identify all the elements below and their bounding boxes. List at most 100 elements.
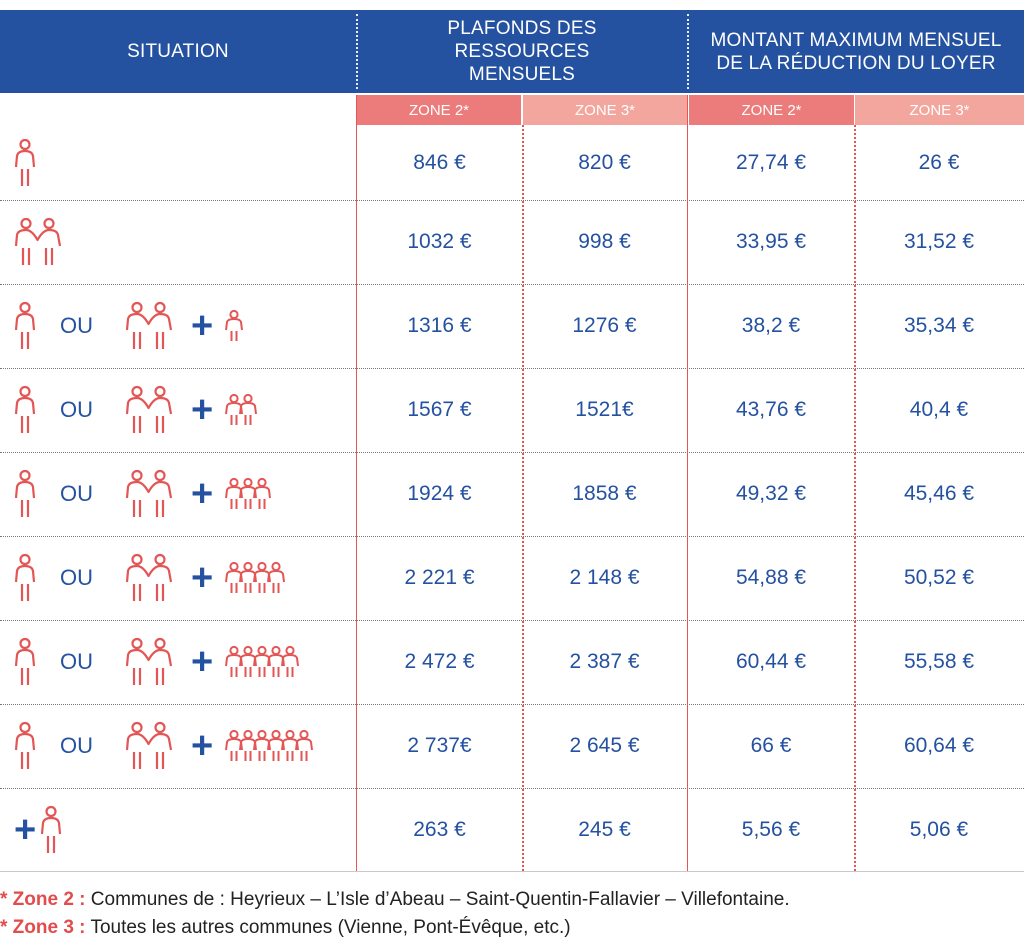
value-cell: 1521€ <box>575 398 634 421</box>
value-cell: 35,34 € <box>903 314 975 337</box>
person-icon <box>14 469 36 517</box>
header-plafonds: PLAFONDS DES RESSOURCES MENSUELS <box>357 10 687 93</box>
couple-icon <box>125 637 173 685</box>
value-cell: 60,44 € <box>735 650 807 673</box>
footnote-text: Toutes les autres communes (Vienne, Pont… <box>85 917 571 938</box>
header-divider <box>356 14 358 89</box>
situation-cell: OU + <box>0 452 356 536</box>
situation-cell: OU + <box>0 620 356 704</box>
table-header: SITUATION PLAFONDS DES RESSOURCES MENSUE… <box>0 10 1024 93</box>
couple-icon <box>125 385 173 433</box>
value-cell: 2 148 € <box>569 566 640 589</box>
person-icon <box>14 637 36 685</box>
column-divider <box>522 125 524 871</box>
situation-icons: OU + <box>14 637 301 686</box>
value-cell: 60,64 € <box>903 734 975 757</box>
value-cell: 54,88 € <box>735 566 807 589</box>
value-cell: 38,2 € <box>741 314 801 337</box>
plus-sign: + <box>191 389 214 431</box>
table-row: OU +2 472 €2 387 €60,44 €55,58 € <box>0 620 1024 704</box>
person-icon <box>41 805 62 853</box>
column-divider <box>854 125 856 871</box>
row-divider <box>0 452 1024 453</box>
row-divider <box>0 368 1024 369</box>
zone-header-montant-3: ZONE 3* <box>855 95 1024 125</box>
person-icon <box>14 553 36 601</box>
value-cell: 2 645 € <box>569 734 640 757</box>
couple-icon <box>14 217 62 265</box>
column-divider <box>356 95 357 871</box>
footnote-key: * Zone 3 : <box>0 917 86 938</box>
value-cell: 1858 € <box>572 482 637 505</box>
or-label: OU <box>60 481 93 506</box>
or-label: OU <box>60 397 93 422</box>
footnote-zone-3: * Zone 3 : Toutes les autres communes (V… <box>0 917 1024 939</box>
header-divider <box>687 14 689 89</box>
value-cell: 5,56 € <box>741 817 801 841</box>
situation-icons <box>14 217 62 266</box>
children-icon <box>225 645 300 677</box>
table-row: + 263 € 245 € 5,56 € 5,06 € <box>0 788 1024 871</box>
row-divider <box>0 536 1024 537</box>
zone-header-plafonds-2: ZONE 2* <box>357 95 521 125</box>
value-cell: 2 221 € <box>404 566 475 589</box>
situation-cell <box>0 125 356 200</box>
children-icon <box>225 309 244 341</box>
value-cell: 45,46 € <box>903 482 975 505</box>
plus-sign: + <box>191 641 214 683</box>
children-icon <box>225 561 286 593</box>
header-situation: SITUATION <box>127 41 229 62</box>
row-divider <box>0 788 1024 789</box>
header-montant-label: MONTANT MAXIMUM MENSUEL DE LA RÉDUCTION … <box>710 29 1002 74</box>
children-icon <box>225 393 258 425</box>
value-cell: 27,74 € <box>735 150 807 174</box>
table-row: OU +2 737€ 2 645 €66 €60,64 € <box>0 704 1024 788</box>
plus-sign: + <box>191 725 214 767</box>
value-cell: 1276 € <box>572 314 637 337</box>
person-icon <box>14 301 36 349</box>
person-icon <box>14 138 36 186</box>
footnote-zone-2: * Zone 2 : Communes de : Heyrieux – L’Is… <box>0 889 1024 911</box>
table-row: OU + 1316 € 1276 € 38,2 € 35,34 € <box>0 284 1024 368</box>
table-row: OU +1924 €1858 €49,32 €45,46 € <box>0 452 1024 536</box>
couple-icon <box>125 469 173 517</box>
value-cell: 31,52 € <box>903 230 975 253</box>
value-cell: 1316 € <box>407 314 472 337</box>
couple-icon <box>125 301 173 349</box>
table-row: OU +2 221 €2 148 €54,88 €50,52 € <box>0 536 1024 620</box>
value-cell: 846 € <box>413 150 466 174</box>
situation-icons: OU + <box>14 721 315 770</box>
footnote-text: Communes de : Heyrieux – L’Isle d’Abeau … <box>85 889 790 910</box>
table-bottom-border <box>0 871 1024 872</box>
footnote-key: * Zone 2 : <box>0 889 86 910</box>
value-cell: 50,52 € <box>903 566 975 589</box>
situation-cell <box>0 200 356 284</box>
zone-header-montant-2: ZONE 2* <box>689 95 854 125</box>
plus-sign: + <box>14 808 37 851</box>
plus-sign: + <box>191 557 214 599</box>
or-label: OU <box>60 649 93 674</box>
value-cell: 43,76 € <box>735 398 807 421</box>
situation-cell: + <box>0 788 356 871</box>
value-cell: 55,58 € <box>903 650 975 673</box>
row-divider <box>0 200 1024 201</box>
value-cell: 998 € <box>578 230 631 253</box>
children-icon <box>225 477 272 509</box>
person-icon <box>14 385 36 433</box>
value-cell: 49,32 € <box>735 482 807 505</box>
table-row: 1032 € 998 € 33,95 € 31,52 € <box>0 200 1024 284</box>
situation-icons: OU + <box>14 301 245 350</box>
value-cell: 1924 € <box>407 482 472 505</box>
situation-cell: OU + <box>0 704 356 788</box>
value-cell: 263 € <box>413 817 466 841</box>
couple-icon <box>125 721 173 769</box>
value-cell: 2 737€ <box>407 734 472 757</box>
value-cell: 26 € <box>918 150 960 174</box>
header-montant: MONTANT MAXIMUM MENSUEL DE LA RÉDUCTION … <box>688 10 1024 93</box>
value-cell: 2 387 € <box>569 650 640 673</box>
value-cell: 33,95 € <box>735 230 807 253</box>
value-cell: 5,06 € <box>909 817 969 841</box>
or-label: OU <box>60 313 93 338</box>
plus-sign: + <box>191 473 214 515</box>
children-icon <box>225 729 314 761</box>
